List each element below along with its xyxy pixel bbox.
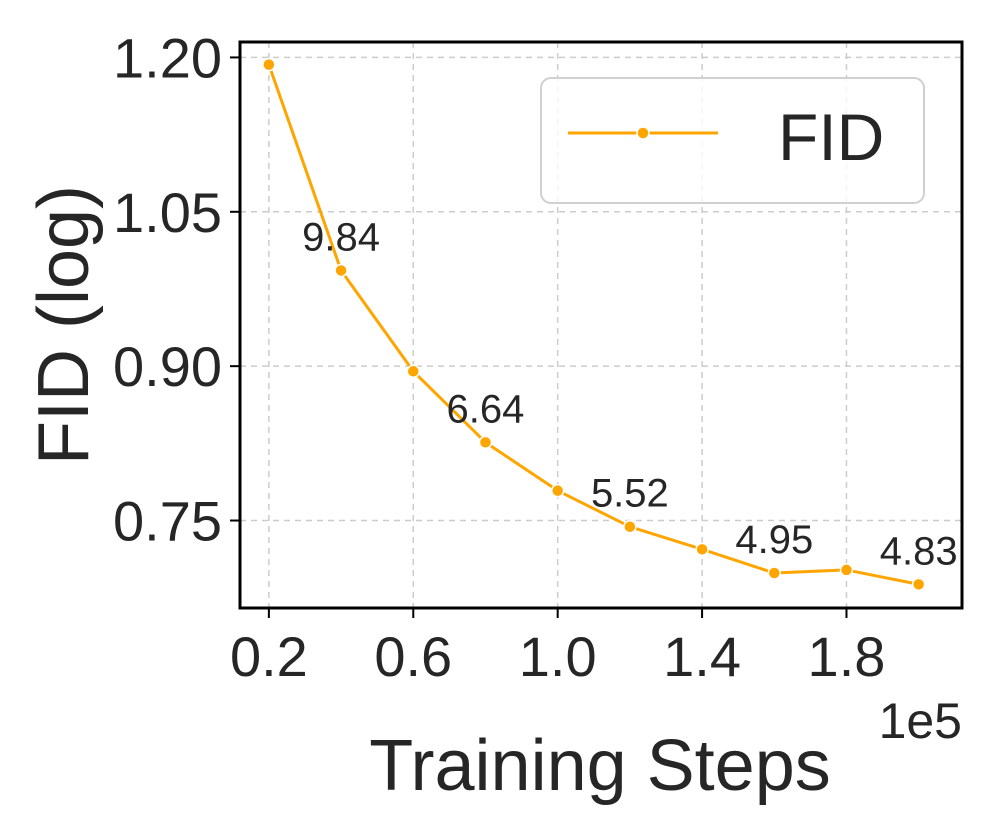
data-label: 9.84: [302, 215, 380, 259]
x-axis-ticks: 0.2 0.6 1.0 1.4 1.8: [230, 608, 885, 688]
x-axis-offset-label: 1e5: [879, 693, 962, 749]
legend-box: [540, 77, 925, 204]
y-axis-ticks: 0.75 0.90 1.05 1.20: [113, 26, 240, 553]
data-point: [623, 519, 637, 534]
legend: FID: [540, 77, 925, 204]
y-tick-label: 0.75: [113, 490, 222, 553]
data-label: 4.83: [880, 529, 958, 573]
x-tick-label: 1.0: [519, 625, 597, 688]
data-point: [262, 57, 276, 72]
data-point: [406, 364, 421, 379]
legend-marker-sample: [636, 126, 650, 140]
data-label: 5.52: [591, 472, 669, 516]
legend-label-fid: FID: [778, 100, 884, 174]
y-tick-label: 1.20: [113, 26, 222, 89]
annotation-layer: 9.84 6.64 5.52 4.95 4.83: [302, 215, 957, 573]
data-label: 6.64: [447, 387, 525, 431]
x-tick-label: 0.6: [374, 625, 452, 688]
data-point: [334, 263, 348, 278]
series-line-fid: [267, 64, 919, 586]
x-tick-label: 1.4: [663, 625, 741, 688]
y-tick-label: 1.05: [113, 181, 222, 244]
series-layer: [262, 57, 926, 592]
data-point: [550, 483, 565, 498]
x-tick-label: 1.8: [808, 625, 886, 688]
data-point: [839, 563, 854, 577]
data-label: 4.95: [735, 518, 813, 562]
x-axis-label: Training Steps: [369, 726, 831, 806]
x-tick-label: 0.2: [230, 625, 308, 688]
data-point: [911, 577, 926, 592]
plot-frame: [238, 40, 964, 610]
data-point: [695, 542, 709, 557]
y-axis-label: FID (log): [24, 185, 104, 465]
y-tick-label: 0.90: [113, 335, 222, 398]
data-point: [478, 435, 493, 450]
data-point: [767, 566, 782, 580]
